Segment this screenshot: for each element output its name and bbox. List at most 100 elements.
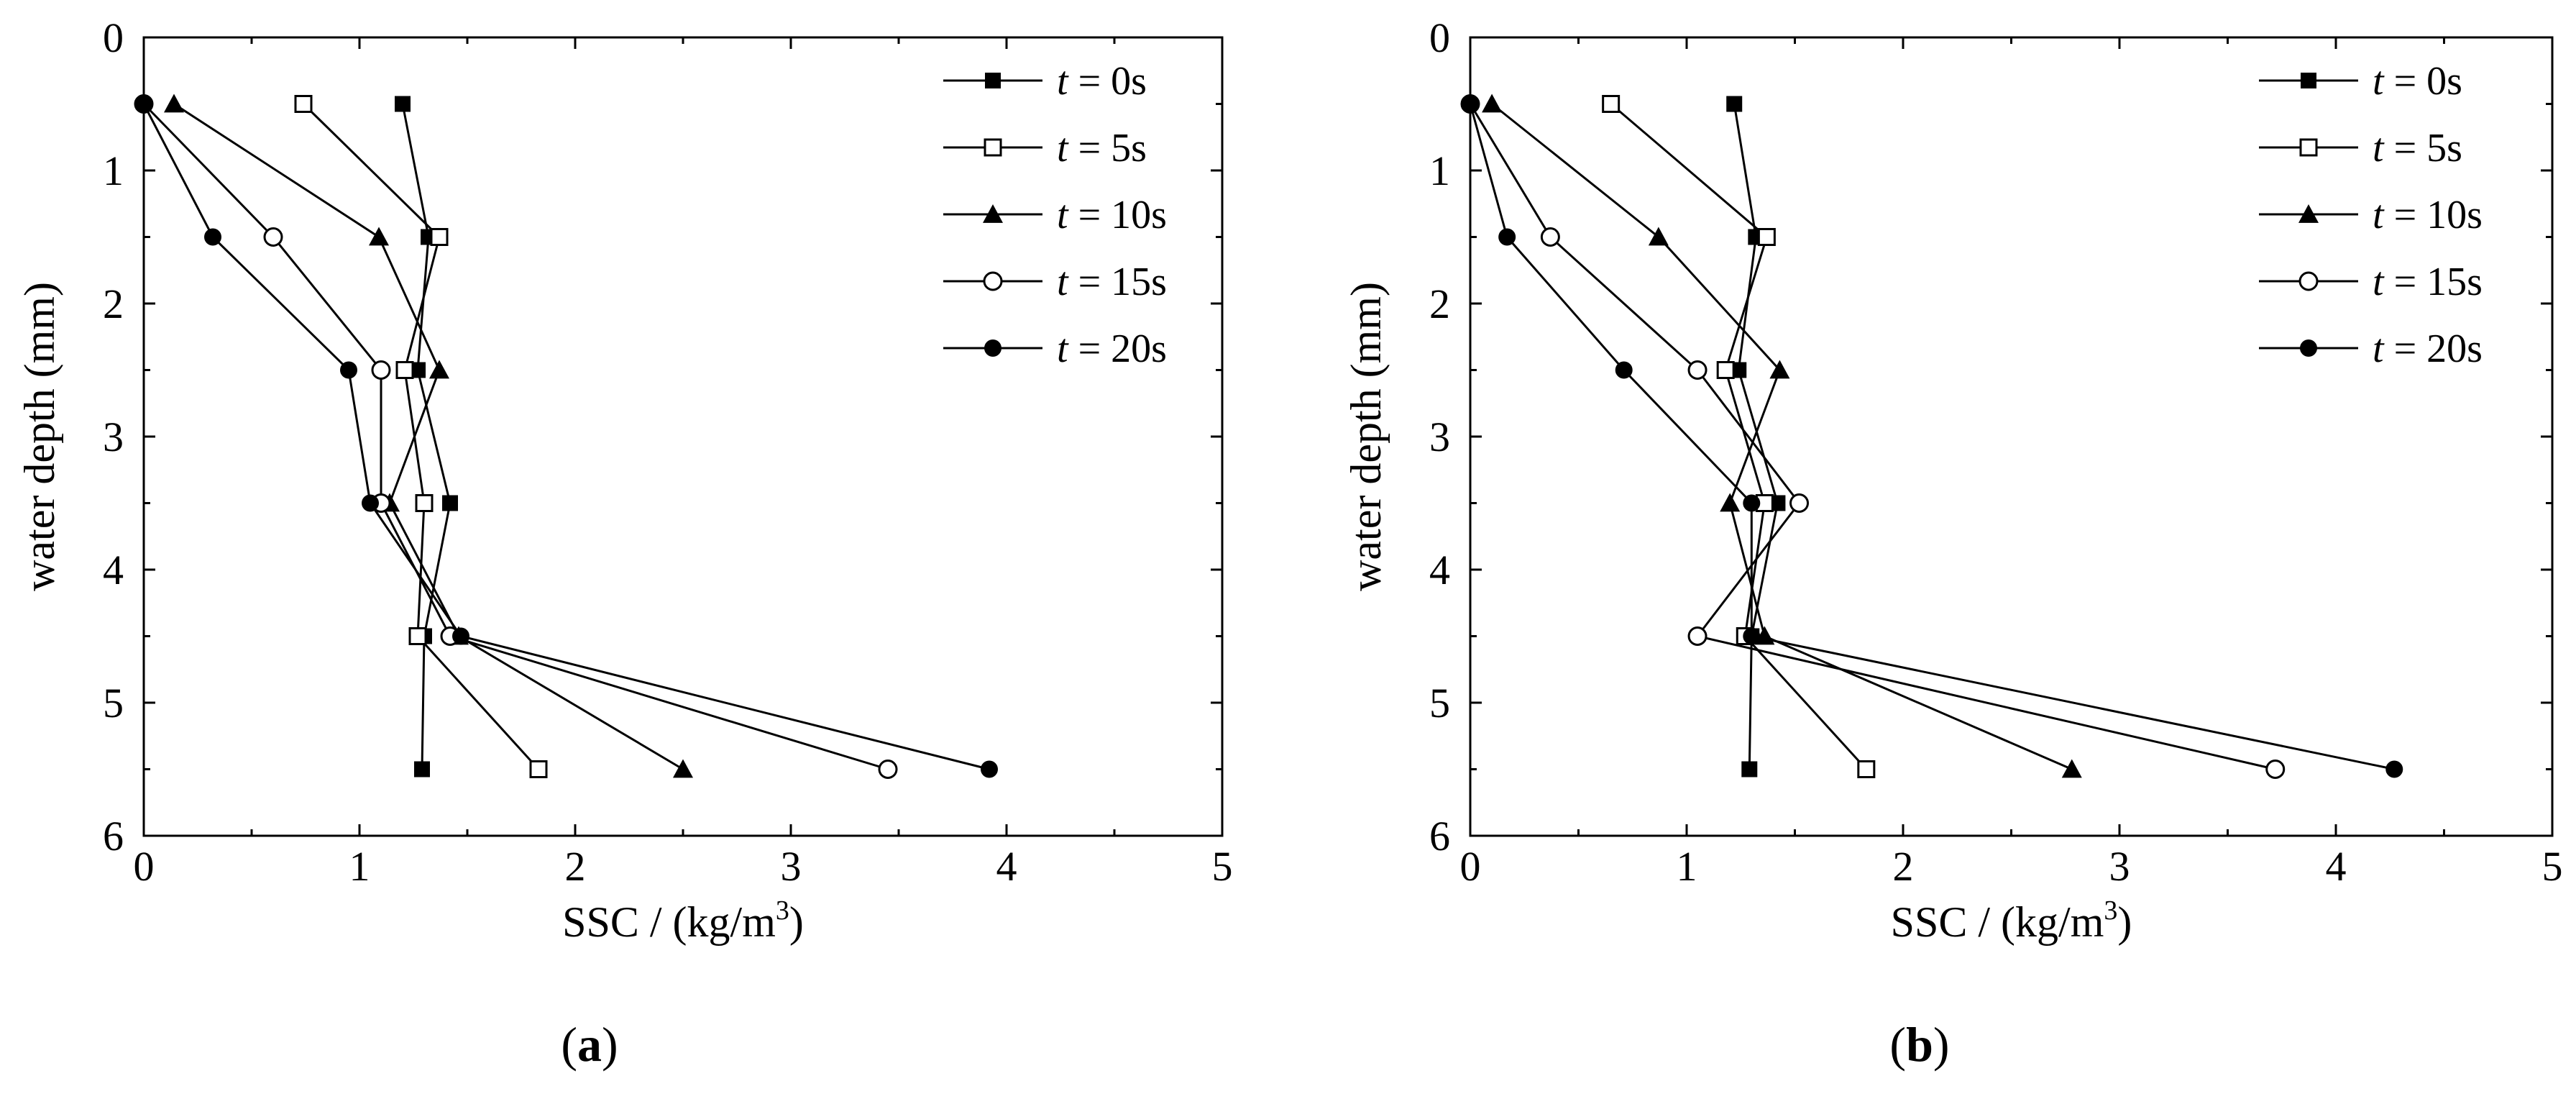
x-axis-title: SSC / (kg/m3): [562, 895, 804, 946]
legend-label: t = 10s: [1057, 193, 1167, 237]
y-tick-label: 4: [1429, 547, 1450, 593]
data-point-0s: [414, 761, 430, 777]
data-point-15s: [1687, 360, 1708, 380]
y-tick-label: 0: [1429, 14, 1450, 61]
x-tick-label: 3: [781, 843, 802, 890]
data-point-5s: [1716, 361, 1735, 379]
series-line-20s: [142, 103, 990, 770]
series-line-20s: [1469, 104, 2395, 770]
y-tick-label: 5: [103, 680, 124, 726]
data-point-10s: [164, 94, 184, 113]
legend-marker: [2298, 271, 2319, 291]
y-tick-label: 2: [103, 281, 124, 327]
x-tick-label: 0: [1460, 843, 1481, 890]
y-tick-label: 5: [1429, 680, 1450, 726]
legend-label: t = 20s: [1057, 327, 1167, 371]
data-point-5s: [430, 228, 449, 246]
y-tick-label: 6: [103, 813, 124, 859]
data-point-15s: [878, 760, 898, 779]
data-point-20s: [2385, 760, 2403, 778]
data-point-20s: [1615, 361, 1633, 379]
panel-label: (b): [1889, 1017, 1949, 1072]
data-point-20s: [135, 95, 152, 113]
x-tick-label: 5: [2542, 843, 2563, 890]
data-point-10s: [1482, 94, 1503, 113]
legend-label: t = 0s: [2373, 59, 2462, 104]
y-tick-label: 2: [1429, 281, 1450, 327]
data-point-10s: [1769, 360, 1790, 379]
y-axis-title: water depth (mm): [16, 282, 63, 591]
data-point-15s: [1540, 227, 1560, 247]
data-point-15s: [1789, 493, 1810, 513]
panel-label: (a): [561, 1017, 618, 1072]
data-point-5s: [1857, 760, 1876, 778]
data-point-15s: [371, 360, 391, 380]
x-tick-label: 1: [1677, 843, 1697, 890]
legend-label: t = 5s: [2373, 126, 2462, 170]
data-point-5s: [1757, 228, 1776, 246]
x-tick-label: 4: [996, 843, 1017, 890]
data-point-15s: [1687, 626, 1708, 646]
legend-label: t = 0s: [1057, 59, 1147, 104]
legend-marker: [2300, 339, 2317, 357]
series-line-10s: [1491, 103, 2073, 770]
legend-label: t = 15s: [2373, 260, 2483, 304]
y-tick-label: 1: [103, 147, 124, 194]
data-point-5s: [1602, 95, 1621, 113]
series-line-15s: [1469, 103, 2276, 770]
series-line-10s: [173, 103, 684, 770]
x-tick-label: 2: [565, 843, 586, 890]
data-point-20s: [204, 228, 221, 246]
data-point-10s: [1754, 626, 1775, 645]
legend-marker: [984, 339, 1001, 357]
y-tick-label: 3: [103, 414, 124, 460]
chart-panel-a: 0 1 2 3 4 5 0 1 2 3 4 5 6 SSC / (kg/m3) water depth (m…: [16, 14, 1233, 1072]
data-point-5s: [408, 627, 427, 645]
y-tick-label: 1: [1429, 147, 1450, 194]
data-point-10s: [2061, 759, 2082, 778]
data-point-20s: [1462, 95, 1479, 113]
x-tick-label: 1: [349, 843, 370, 890]
data-point-0s: [1769, 495, 1786, 511]
series-line-15s: [142, 103, 889, 770]
series-line-5s: [1610, 103, 1867, 770]
data-point-10s: [369, 227, 389, 246]
data-point-10s: [429, 360, 449, 379]
y-tick-label: 3: [1429, 414, 1450, 460]
y-tick-label: 4: [103, 547, 124, 593]
data-point-20s: [1743, 494, 1761, 512]
data-point-20s: [981, 760, 998, 778]
x-tick-label: 2: [1893, 843, 1914, 890]
data-point-5s: [529, 760, 548, 778]
legend-label: t = 10s: [2373, 193, 2483, 237]
legend-label: t = 5s: [1057, 126, 1147, 170]
data-point-10s: [673, 759, 693, 778]
series-line-0s: [1733, 104, 1779, 770]
chart-panel-b: 0 1 2 3 4 5 0 1 2 3 4 5 6 SSC / (kg/m3) water depth (m…: [1342, 14, 2563, 1072]
data-point-5s: [415, 494, 434, 512]
legend-marker: [983, 204, 1003, 223]
y-axis-title: water depth (mm): [1342, 282, 1390, 591]
data-point-20s: [362, 494, 379, 512]
data-point-10s: [1720, 493, 1741, 512]
data-point-0s: [1731, 362, 1747, 378]
legend-marker: [983, 271, 1003, 291]
y-tick-label: 6: [1429, 813, 1450, 859]
x-tick-label: 0: [134, 843, 155, 890]
data-point-0s: [1741, 761, 1758, 777]
data-point-15s: [2265, 760, 2286, 779]
data-point-15s: [263, 227, 283, 247]
legend-marker: [984, 138, 1002, 157]
x-axis-title: SSC / (kg/m3): [1891, 895, 2132, 946]
x-tick-label: 3: [2109, 843, 2130, 890]
legend-label: t = 20s: [2373, 327, 2483, 371]
series-line-0s: [401, 104, 452, 770]
data-point-5s: [395, 361, 414, 379]
legend-marker: [2301, 73, 2316, 88]
data-point-20s: [340, 361, 357, 379]
y-tick-label: 0: [103, 14, 124, 61]
legend-marker: [985, 73, 1001, 88]
x-tick-label: 5: [1212, 843, 1233, 890]
data-point-0s: [442, 495, 458, 511]
